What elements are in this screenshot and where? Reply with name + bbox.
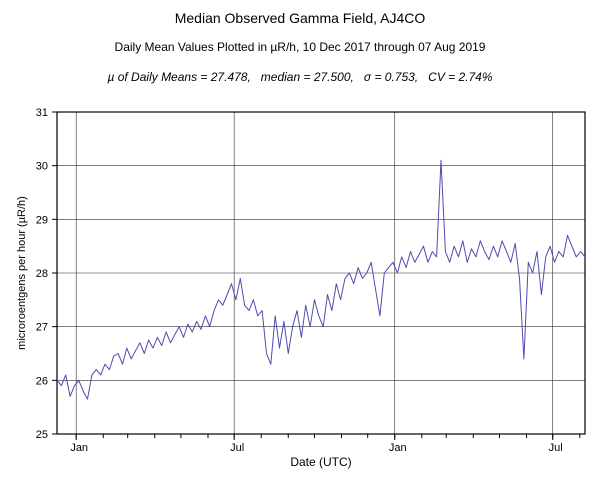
y-axis-title: microroentgens per hour (µR/h) bbox=[16, 196, 28, 350]
y-tick-label: 25 bbox=[36, 429, 48, 441]
gridlines bbox=[57, 112, 585, 434]
x-tick-label: Jan bbox=[389, 442, 407, 454]
y-tick-label: 30 bbox=[36, 161, 48, 173]
x-tick-label: Jan bbox=[70, 442, 88, 454]
y-tick-label: 31 bbox=[36, 107, 48, 119]
y-tick-label: 27 bbox=[36, 322, 48, 334]
y-tick-label: 29 bbox=[36, 214, 48, 226]
x-axis-title: Date (UTC) bbox=[290, 455, 352, 469]
chart-title: Median Observed Gamma Field, AJ4CO bbox=[174, 10, 426, 26]
chart-subtitle: Daily Mean Values Plotted in µR/h, 10 De… bbox=[114, 40, 486, 54]
x-tick-labels: Jan Jul Jan Jul bbox=[70, 442, 562, 454]
data-line bbox=[56, 159, 586, 400]
y-tick-labels: 25 26 27 28 29 30 31 bbox=[36, 107, 48, 441]
axis-ticks bbox=[52, 111, 581, 440]
x-tick-label: Jul bbox=[230, 442, 244, 454]
y-tick-label: 26 bbox=[36, 375, 48, 387]
x-tick-label: Jul bbox=[549, 442, 563, 454]
chart-stats-line: µ of Daily Means = 27.478, median = 27.5… bbox=[107, 70, 493, 84]
y-tick-label: 28 bbox=[36, 268, 48, 280]
